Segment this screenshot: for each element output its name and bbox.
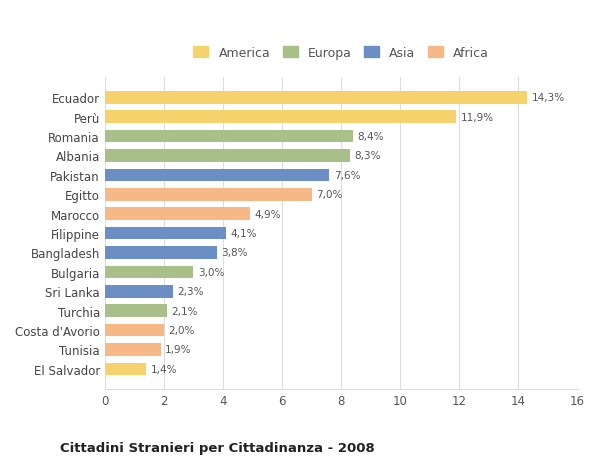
Bar bbox=[105, 130, 353, 143]
Bar bbox=[105, 150, 350, 162]
Text: 4,1%: 4,1% bbox=[230, 229, 257, 239]
Bar bbox=[105, 227, 226, 240]
Text: 3,8%: 3,8% bbox=[221, 248, 248, 258]
Bar bbox=[105, 169, 329, 182]
Text: 2,3%: 2,3% bbox=[177, 286, 203, 297]
Text: 1,4%: 1,4% bbox=[151, 364, 177, 374]
Bar bbox=[105, 246, 217, 259]
Bar bbox=[105, 343, 161, 356]
Text: 2,0%: 2,0% bbox=[168, 325, 194, 336]
Bar bbox=[105, 266, 193, 279]
Bar bbox=[105, 285, 173, 298]
Legend: America, Europa, Asia, Africa: America, Europa, Asia, Africa bbox=[190, 43, 493, 64]
Text: 7,0%: 7,0% bbox=[316, 190, 343, 200]
Bar bbox=[105, 305, 167, 317]
Bar bbox=[105, 92, 527, 104]
Text: 8,4%: 8,4% bbox=[358, 132, 384, 142]
Text: 1,9%: 1,9% bbox=[166, 345, 192, 355]
Bar bbox=[105, 189, 311, 201]
Text: 7,6%: 7,6% bbox=[334, 170, 360, 180]
Text: 8,3%: 8,3% bbox=[355, 151, 381, 161]
Text: 14,3%: 14,3% bbox=[532, 93, 565, 103]
Text: 2,1%: 2,1% bbox=[171, 306, 198, 316]
Text: 4,9%: 4,9% bbox=[254, 209, 280, 219]
Bar bbox=[105, 324, 164, 336]
Bar bbox=[105, 208, 250, 220]
Bar bbox=[105, 363, 146, 375]
Text: Cittadini Stranieri per Cittadinanza - 2008: Cittadini Stranieri per Cittadinanza - 2… bbox=[60, 441, 375, 453]
Text: 11,9%: 11,9% bbox=[461, 112, 494, 123]
Text: 3,0%: 3,0% bbox=[198, 267, 224, 277]
Bar bbox=[105, 111, 457, 124]
